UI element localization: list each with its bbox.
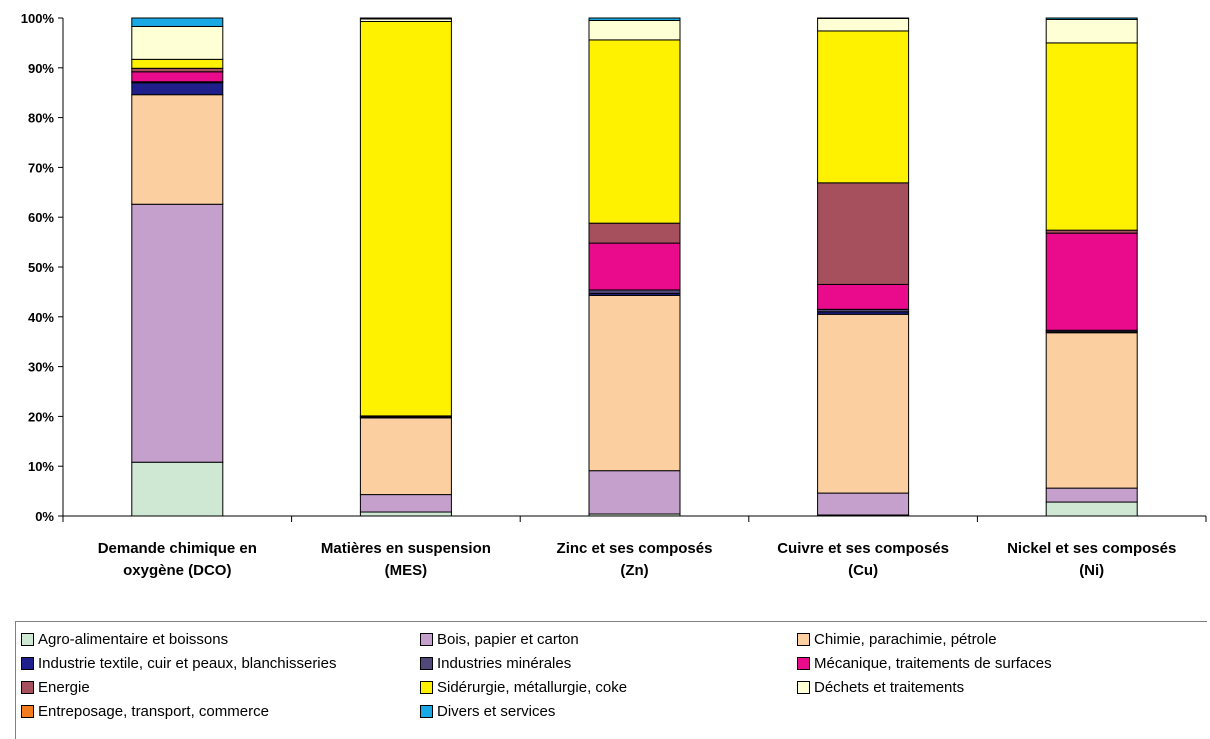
legend-label: Divers et services bbox=[437, 702, 556, 720]
legend-label: Bois, papier et carton bbox=[437, 630, 579, 648]
bar-segment-4-0 bbox=[1045, 501, 1138, 517]
legend-swatch bbox=[797, 632, 810, 646]
x-category-label: Cuivre et ses composés (Cu) bbox=[777, 540, 949, 579]
legend-item: Divers et services bbox=[420, 700, 555, 722]
bar-segment-3-1 bbox=[817, 492, 910, 516]
bar-segment-0-10 bbox=[131, 17, 224, 27]
legend-swatch bbox=[21, 704, 34, 718]
legend-label: Entreposage, transport, commerce bbox=[38, 702, 269, 720]
legend-swatch bbox=[420, 680, 433, 694]
bar-segment-1-7 bbox=[359, 20, 452, 417]
x-category-label: Zinc et ses composés (Zn) bbox=[557, 540, 713, 579]
bar-segment-1-10 bbox=[359, 17, 452, 20]
bar-segment-4-2 bbox=[1045, 332, 1138, 489]
bar-segment-3-6 bbox=[817, 182, 910, 285]
x-category-label: Nickel et ses composés (Ni) bbox=[1007, 540, 1176, 579]
y-tick-label: 20% bbox=[28, 409, 54, 424]
y-tick-label: 90% bbox=[28, 61, 54, 76]
legend-swatch bbox=[420, 632, 433, 646]
y-tick-label: 50% bbox=[28, 260, 54, 275]
legend-label: Industrie textile, cuir et peaux, blanch… bbox=[38, 654, 337, 672]
bar-segment-3-5 bbox=[817, 283, 910, 310]
legend-item: Industrie textile, cuir et peaux, blanch… bbox=[21, 652, 336, 674]
bar-segment-3-2 bbox=[817, 313, 910, 494]
bar-segment-1-0 bbox=[359, 511, 452, 517]
legend-swatch bbox=[21, 656, 34, 670]
bar-segment-0-3 bbox=[131, 82, 224, 96]
legend-label: Energie bbox=[38, 678, 90, 696]
legend: Agro-alimentaire et boissons Bois, papier… bbox=[15, 621, 1207, 739]
legend-item: Déchets et traitements bbox=[797, 676, 964, 698]
legend-item: Agro-alimentaire et boissons bbox=[21, 628, 228, 650]
legend-item: Energie bbox=[21, 676, 90, 698]
bar-segment-3-10 bbox=[817, 17, 910, 19]
legend-label: Agro-alimentaire et boissons bbox=[38, 630, 229, 648]
legend-swatch bbox=[420, 704, 433, 718]
bar-segment-4-1 bbox=[1045, 487, 1138, 503]
legend-item: Chimie, parachimie, pétrole bbox=[797, 628, 997, 650]
y-tick-label: 80% bbox=[28, 111, 54, 126]
bar-segment-2-4 bbox=[588, 289, 681, 294]
y-tick-label: 60% bbox=[28, 210, 54, 225]
legend-swatch bbox=[420, 656, 433, 670]
legend-swatch bbox=[797, 656, 810, 670]
bars-group bbox=[131, 17, 1138, 517]
bar-segment-0-1 bbox=[131, 203, 224, 463]
bar-segment-2-8 bbox=[588, 19, 681, 41]
legend-label: Chimie, parachimie, pétrole bbox=[814, 630, 997, 648]
bar-segment-4-7 bbox=[1045, 42, 1138, 231]
y-tick-label: 30% bbox=[28, 360, 54, 375]
bar-segment-0-0 bbox=[131, 461, 224, 517]
bar-segment-1-1 bbox=[359, 494, 452, 513]
bar-segment-2-2 bbox=[588, 294, 681, 472]
bar-segment-2-1 bbox=[588, 470, 681, 515]
legend-label: Déchets et traitements bbox=[814, 678, 965, 696]
y-tick-label: 100% bbox=[21, 11, 55, 26]
y-tick-label: 70% bbox=[28, 160, 54, 175]
bar-segment-2-6 bbox=[588, 222, 681, 244]
legend-item: Industries minérales bbox=[420, 652, 571, 674]
x-category-label: Matières en suspension (MES) bbox=[321, 540, 491, 579]
axes-group: 0% 10% 20% 30% 40% 50% 60% 70% 80% 90% 100% Demande… bbox=[21, 11, 1207, 579]
y-tick-label: 0% bbox=[35, 509, 54, 524]
x-category-label: Demande chimique en oxygène (DCO) bbox=[98, 540, 257, 579]
bar-segment-0-5 bbox=[131, 71, 224, 83]
legend-item: Sidérurgie, métallurgie, coke bbox=[420, 676, 627, 698]
bar-segment-3-7 bbox=[817, 30, 910, 184]
legend-swatch bbox=[21, 680, 34, 694]
bar-segment-4-10 bbox=[1045, 17, 1138, 20]
legend-label: Sidérurgie, métallurgie, coke bbox=[437, 678, 628, 696]
bar-segment-2-7 bbox=[588, 39, 681, 224]
y-tick-label: 40% bbox=[28, 310, 54, 325]
bar-segment-0-8 bbox=[131, 25, 224, 60]
legend-item: Bois, papier et carton bbox=[420, 628, 579, 650]
legend-label: Mécanique, traitements de surfaces bbox=[814, 654, 1052, 672]
bar-segment-0-7 bbox=[131, 58, 224, 69]
stacked-bar-chart: 0% 10% 20% 30% 40% 50% 60% 70% 80% 90% 100% Demande… bbox=[21, 11, 1207, 579]
bar-segment-4-8 bbox=[1045, 18, 1138, 44]
legend-item: Mécanique, traitements de surfaces bbox=[797, 652, 1052, 674]
legend-swatch bbox=[21, 632, 34, 646]
bar-segment-4-5 bbox=[1045, 232, 1138, 331]
legend-label: Industries minérales bbox=[437, 654, 572, 672]
bar-segment-2-5 bbox=[588, 242, 681, 291]
bar-segment-3-8 bbox=[817, 18, 910, 32]
y-tick-label: 10% bbox=[28, 459, 54, 474]
bar-segment-2-10 bbox=[588, 17, 681, 21]
bar-segment-0-6 bbox=[131, 67, 224, 73]
bar-segment-1-2 bbox=[359, 417, 452, 496]
legend-swatch bbox=[797, 680, 810, 694]
bar-segment-0-2 bbox=[131, 94, 224, 205]
legend-item: Entreposage, transport, commerce bbox=[21, 700, 269, 722]
